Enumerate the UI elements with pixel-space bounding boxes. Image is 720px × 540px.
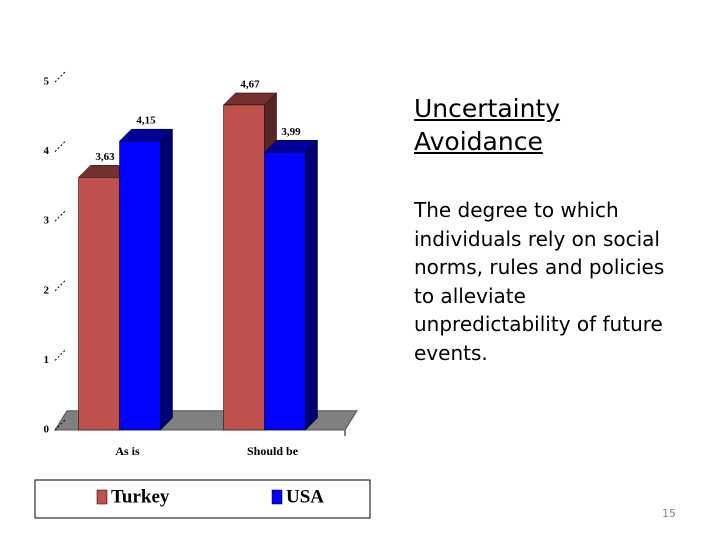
bar [119, 140, 161, 431]
y-tick [54, 71, 66, 83]
bar [264, 152, 306, 431]
value-label: 3,99 [281, 126, 301, 138]
y-tick [54, 350, 66, 361]
heading: Uncertainty Avoidance [414, 94, 561, 156]
y-tick [54, 210, 66, 222]
y-tick-label: 2 [44, 284, 50, 296]
y-tick-label: 3 [44, 215, 50, 227]
bar-side [160, 128, 173, 431]
y-tick-label: 5 [44, 76, 50, 88]
page-number: 15 [662, 507, 676, 520]
body-text: The degree to which individuals rely on … [414, 198, 665, 365]
bar [78, 177, 120, 431]
bar-side [305, 139, 318, 431]
value-label: 3,63 [95, 151, 115, 163]
x-tick-label: As is [115, 444, 140, 458]
y-tick [54, 280, 66, 292]
value-label: 4,15 [136, 115, 156, 127]
legend-label: USA [286, 486, 324, 507]
value-label: 4,67 [240, 78, 260, 90]
legend-label: Turkey [111, 486, 170, 507]
x-tick-label: Should be [247, 444, 299, 458]
legend-swatch [271, 489, 283, 505]
y-tick-label: 0 [44, 424, 50, 436]
y-tick [54, 141, 66, 152]
y-tick-label: 1 [44, 354, 50, 366]
legend-swatch [96, 489, 108, 505]
bar [223, 104, 265, 431]
legend-box [34, 479, 371, 519]
y-tick-label: 4 [44, 145, 50, 157]
